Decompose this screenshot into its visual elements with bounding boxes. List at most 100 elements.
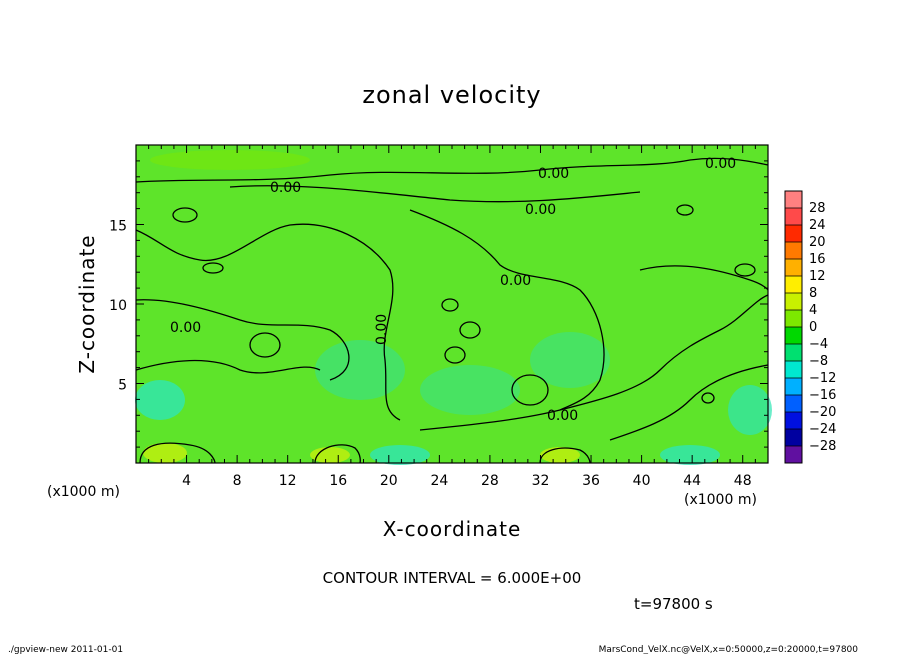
y-tick-label: 10 bbox=[109, 298, 127, 314]
contour-line bbox=[444, 346, 466, 364]
x-tick-label: 24 bbox=[430, 473, 448, 489]
contour-interval: CONTOUR INTERVAL = 6.000E+00 bbox=[323, 569, 582, 587]
y-axis-label: Z-coordinate bbox=[75, 234, 99, 373]
colorbar-swatch bbox=[785, 293, 802, 311]
time-stamp: t=97800 s bbox=[634, 595, 713, 613]
x-unit-label-left: (x1000 m) bbox=[47, 484, 120, 500]
colorbar-label: −4 bbox=[809, 337, 828, 352]
contour-line bbox=[135, 223, 401, 421]
contour-line bbox=[139, 442, 216, 464]
colorbar-label: −28 bbox=[809, 439, 836, 454]
y-tick-label: 15 bbox=[109, 219, 127, 235]
colorbar-swatch bbox=[785, 225, 802, 243]
contour-line bbox=[135, 359, 321, 374]
colorbar-swatch bbox=[785, 344, 802, 362]
x-tick-label: 48 bbox=[734, 473, 752, 489]
colorbar-label: −24 bbox=[809, 422, 836, 437]
patch bbox=[143, 443, 187, 463]
colorbar-swatch bbox=[785, 361, 802, 379]
colorbar-swatch bbox=[785, 259, 802, 277]
x-tick-label: 20 bbox=[380, 473, 398, 489]
colorbar-label: 20 bbox=[809, 235, 826, 250]
x-axis-label: X-coordinate bbox=[383, 517, 522, 541]
footer-right: MarsCond_VelX.nc@VelX,x=0:50000,z=0:2000… bbox=[599, 645, 859, 654]
plot-area: 0.00 0.00 0.00 0.00 0.00 0.00 0.00 0.00 bbox=[135, 144, 772, 465]
contour-line bbox=[676, 204, 694, 216]
colorbar-swatch bbox=[785, 242, 802, 260]
colorbar-swatch bbox=[785, 208, 802, 226]
patch bbox=[150, 150, 310, 170]
patch bbox=[530, 332, 610, 388]
contour-line bbox=[734, 263, 756, 277]
field-background bbox=[136, 145, 768, 463]
patch bbox=[420, 365, 520, 415]
x-tick-label: 16 bbox=[329, 473, 347, 489]
colorbar-label: 12 bbox=[809, 269, 826, 284]
x-tick-labels: 4 8 12 16 20 24 28 32 36 40 44 48 bbox=[182, 473, 752, 489]
x-tick-label: 36 bbox=[582, 473, 600, 489]
colorbar-swatch bbox=[785, 412, 802, 430]
colorbar-swatch bbox=[785, 191, 802, 209]
contour-labels: 0.00 0.00 0.00 0.00 0.00 0.00 0.00 0.00 bbox=[170, 156, 736, 424]
contour-line bbox=[172, 207, 198, 223]
x-tick-label: 40 bbox=[633, 473, 651, 489]
contour-label: 0.00 bbox=[525, 202, 556, 218]
y-tick-labels: 5 10 15 bbox=[109, 219, 127, 394]
velocity-patches bbox=[135, 150, 772, 465]
y-tick-label: 5 bbox=[118, 378, 127, 394]
colorbar-label: −16 bbox=[809, 388, 836, 403]
colorbar-swatch bbox=[785, 310, 802, 328]
colorbar-label: 24 bbox=[809, 218, 826, 233]
contour-label: 0.00 bbox=[500, 273, 531, 289]
footer-left: ./gpview-new 2011-01-01 bbox=[8, 645, 123, 654]
contour-label: 0.00 bbox=[270, 180, 301, 196]
contour-line bbox=[314, 444, 361, 464]
colorbar-label: 16 bbox=[809, 252, 826, 267]
x-tick-label: 28 bbox=[481, 473, 499, 489]
contour-line bbox=[441, 298, 459, 312]
x-tick-label: 44 bbox=[683, 473, 701, 489]
x-tick-label: 32 bbox=[532, 473, 550, 489]
contour-label: 0.00 bbox=[705, 156, 736, 172]
colorbar-label: −20 bbox=[809, 405, 836, 420]
patch bbox=[728, 385, 772, 435]
contour-line bbox=[409, 209, 605, 411]
chart-title: zonal velocity bbox=[362, 81, 541, 109]
colorbar bbox=[784, 190, 803, 464]
contour-label: 0.00 bbox=[374, 314, 390, 345]
colorbar-label: −8 bbox=[809, 354, 828, 369]
colorbar-swatch bbox=[785, 378, 802, 396]
contour-label: 0.00 bbox=[170, 320, 201, 336]
colorbar-swatch bbox=[785, 429, 802, 447]
colorbar-swatch bbox=[785, 446, 802, 464]
contour-line bbox=[135, 157, 769, 183]
contour-line bbox=[229, 185, 641, 203]
contour-label: 0.00 bbox=[538, 166, 569, 182]
colorbar-swatch bbox=[785, 395, 802, 413]
contour-line bbox=[701, 392, 715, 404]
colorbar-swatch bbox=[785, 276, 802, 294]
contour-line bbox=[135, 299, 350, 381]
colorbar-label: 4 bbox=[809, 303, 817, 318]
patch bbox=[315, 340, 405, 400]
contour-line bbox=[511, 374, 549, 406]
contour-line bbox=[249, 332, 281, 358]
patch bbox=[135, 380, 185, 420]
colorbar-label: 8 bbox=[809, 286, 817, 301]
contour-line bbox=[419, 294, 769, 431]
colorbar-label: −12 bbox=[809, 371, 836, 386]
contour-line bbox=[539, 447, 591, 464]
axis-ticks bbox=[136, 145, 768, 463]
contour-line bbox=[459, 321, 481, 339]
x-tick-label: 4 bbox=[182, 473, 191, 489]
colorbar-label: 28 bbox=[809, 201, 826, 216]
contour-line bbox=[609, 364, 769, 441]
colorbar-labels: 28 24 20 16 12 8 4 0 −4 −8 −12 −16 −20 −24 −28 bbox=[809, 201, 836, 454]
patch bbox=[660, 445, 720, 465]
contour-label: 0.00 bbox=[547, 408, 578, 424]
x-tick-label: 12 bbox=[279, 473, 297, 489]
x-unit-label-right: (x1000 m) bbox=[684, 492, 757, 508]
colorbar-label: 0 bbox=[809, 320, 817, 335]
patch bbox=[370, 445, 430, 465]
